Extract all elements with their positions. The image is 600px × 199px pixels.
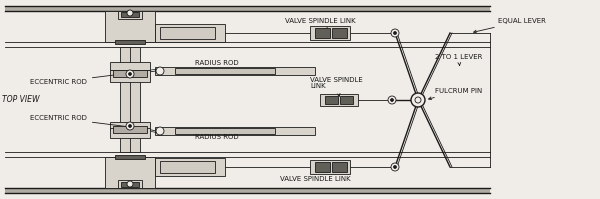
Text: ECCENTRIC ROD: ECCENTRIC ROD bbox=[30, 115, 134, 129]
Bar bbox=[110, 128, 150, 138]
Circle shape bbox=[391, 29, 399, 37]
Bar bbox=[175, 68, 275, 74]
Bar bbox=[121, 12, 139, 17]
Bar bbox=[110, 122, 150, 130]
Bar bbox=[155, 158, 225, 176]
Bar bbox=[5, 6, 490, 11]
Text: ECCENTRIC ROD: ECCENTRIC ROD bbox=[30, 71, 134, 85]
Bar bbox=[155, 67, 315, 75]
Bar bbox=[118, 11, 142, 19]
Text: RADIUS ROD: RADIUS ROD bbox=[195, 60, 239, 66]
Circle shape bbox=[391, 99, 394, 101]
Bar bbox=[160, 161, 215, 173]
Circle shape bbox=[388, 96, 396, 104]
Bar bbox=[315, 28, 330, 38]
Bar bbox=[120, 47, 140, 152]
Bar bbox=[5, 188, 490, 193]
Text: VALVE SPINDLE LINK: VALVE SPINDLE LINK bbox=[285, 18, 356, 30]
Bar bbox=[115, 155, 145, 159]
Circle shape bbox=[126, 70, 134, 78]
Circle shape bbox=[128, 72, 131, 75]
Bar bbox=[113, 70, 147, 77]
Text: VALVE SPINDLE
LINK: VALVE SPINDLE LINK bbox=[310, 76, 363, 96]
Bar bbox=[310, 160, 350, 174]
Text: FULCRUM PIN: FULCRUM PIN bbox=[428, 88, 482, 100]
Bar bbox=[325, 96, 338, 104]
Circle shape bbox=[394, 31, 397, 34]
Circle shape bbox=[156, 67, 164, 75]
Bar bbox=[121, 182, 139, 187]
Text: VALVE SPINDLE LINK: VALVE SPINDLE LINK bbox=[280, 169, 350, 182]
Circle shape bbox=[394, 166, 397, 169]
Bar bbox=[155, 24, 225, 42]
Text: TOP VIEW: TOP VIEW bbox=[2, 96, 40, 104]
Bar bbox=[340, 96, 353, 104]
Bar bbox=[105, 11, 155, 42]
Bar bbox=[113, 126, 147, 133]
Bar bbox=[118, 180, 142, 188]
Bar bbox=[105, 157, 155, 188]
Bar bbox=[155, 127, 315, 135]
Circle shape bbox=[127, 181, 133, 187]
Bar bbox=[160, 27, 215, 39]
Bar bbox=[320, 94, 358, 106]
Circle shape bbox=[126, 122, 134, 130]
Bar bbox=[315, 162, 330, 172]
Bar bbox=[332, 162, 347, 172]
Circle shape bbox=[391, 163, 399, 171]
Circle shape bbox=[156, 127, 164, 135]
Bar bbox=[310, 26, 350, 40]
Text: EQUAL LEVER: EQUAL LEVER bbox=[473, 18, 546, 33]
Bar bbox=[110, 62, 150, 70]
Circle shape bbox=[415, 97, 421, 103]
Bar bbox=[110, 70, 150, 82]
Text: 2 TO 1 LEVER: 2 TO 1 LEVER bbox=[435, 54, 482, 66]
Bar bbox=[115, 40, 145, 44]
Circle shape bbox=[128, 125, 131, 128]
Circle shape bbox=[127, 10, 133, 16]
Bar bbox=[332, 28, 347, 38]
Circle shape bbox=[411, 93, 425, 107]
Bar bbox=[175, 128, 275, 134]
Text: RADIUS ROD: RADIUS ROD bbox=[195, 134, 239, 140]
